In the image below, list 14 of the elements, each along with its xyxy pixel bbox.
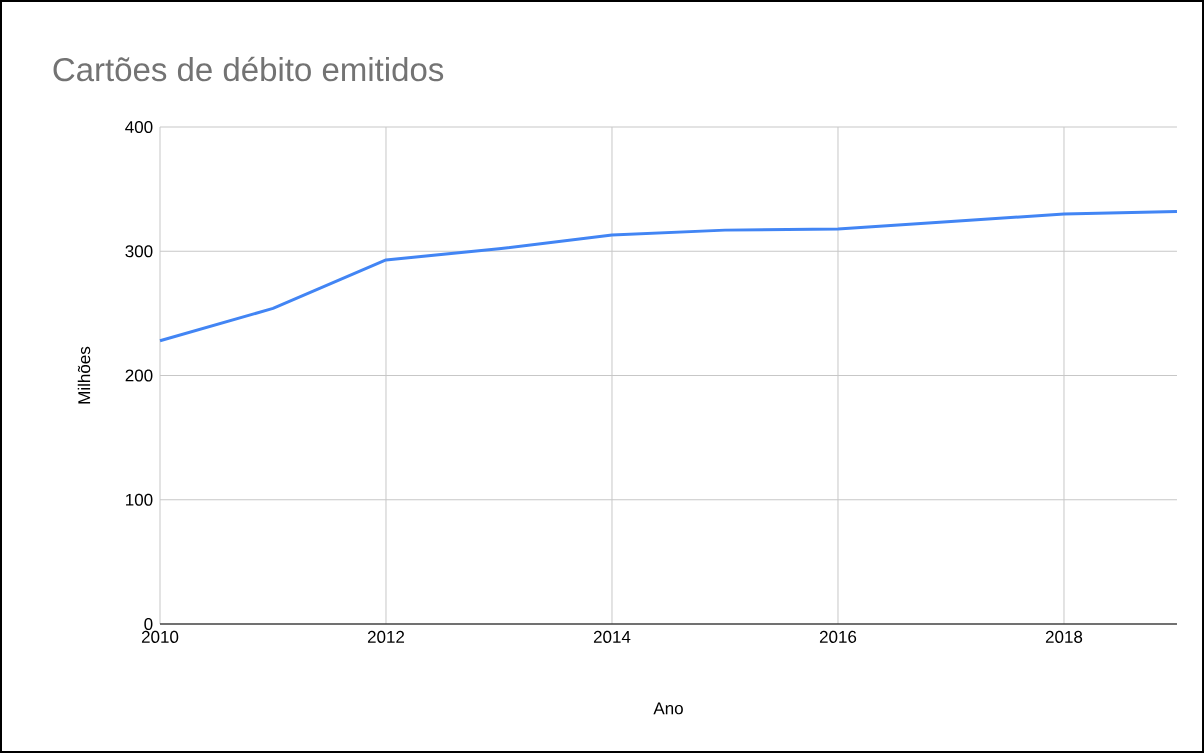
x-tick-label: 2018	[1045, 630, 1083, 643]
y-tick-label: 200	[125, 369, 153, 382]
x-tick-label: 2016	[819, 630, 857, 643]
x-axis-title: Ano	[653, 702, 683, 715]
line-series	[158, 209, 1179, 343]
x-tick-label: 2010	[141, 630, 179, 643]
chart-title: Cartões de débito emitidos	[53, 56, 444, 82]
x-tick-label: 2012	[367, 630, 405, 643]
y-tick-label: 300	[125, 245, 153, 258]
y-axis-title: Milhões	[77, 346, 91, 404]
y-tick-label: 100	[126, 493, 153, 506]
y-tick-label: 400	[125, 120, 153, 134]
y-tick-label: 0	[144, 617, 153, 631]
x-tick-label: 2014	[593, 630, 631, 643]
